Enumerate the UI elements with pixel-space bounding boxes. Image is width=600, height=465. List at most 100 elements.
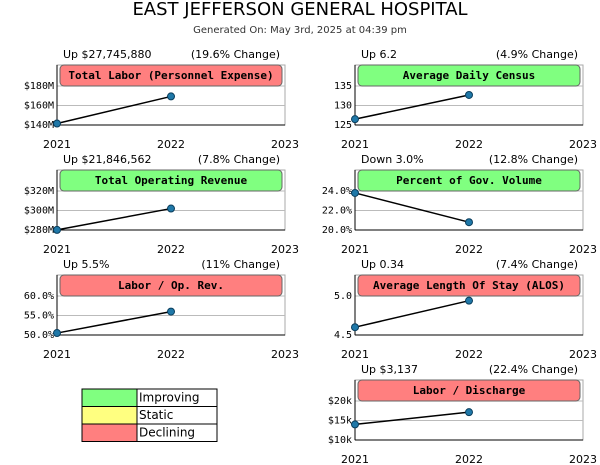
data-line <box>354 94 470 120</box>
chart-title: Percent of Gov. Volume <box>396 174 542 187</box>
change-pct: (4.9% Change) <box>496 48 578 61</box>
data-point <box>167 204 175 213</box>
data-line <box>354 192 470 223</box>
status-title-box <box>59 169 283 192</box>
x-tick-label: 2023 <box>569 348 597 361</box>
x-tick-label: 2021 <box>341 243 369 256</box>
change-pct: (22.4% Change) <box>489 363 578 376</box>
legend-label: Static <box>139 408 173 422</box>
change-label: Up $21,846,562 <box>63 153 152 166</box>
chart-title: Total Labor (Personnel Expense) <box>68 69 273 82</box>
x-tick-label: 2021 <box>43 348 71 361</box>
legend-label: Declining <box>139 426 195 440</box>
change-pct: (7.8% Change) <box>198 153 280 166</box>
x-tick-label: 2023 <box>271 243 299 256</box>
y-tick-label: $15k <box>328 416 352 427</box>
y-tick-label: $10k <box>328 435 352 446</box>
y-tick-label: $140M <box>24 120 54 131</box>
chart-title: Labor / Op. Rev. <box>118 279 224 292</box>
x-tick-label: 2023 <box>569 243 597 256</box>
y-tick-label: $180M <box>24 81 54 92</box>
y-tick-label: 24.0% <box>322 186 352 197</box>
data-line <box>56 310 172 334</box>
x-tick-label: 2022 <box>157 243 185 256</box>
data-point <box>465 296 473 305</box>
data-line <box>56 95 172 125</box>
data-line <box>56 207 172 231</box>
x-tick-label: 2022 <box>157 348 185 361</box>
page-title: EAST JEFFERSON GENERAL HOSPITAL <box>132 0 467 20</box>
status-title-box <box>357 379 581 402</box>
page-subtitle: Generated On: May 3rd, 2025 at 04:39 pm <box>193 25 407 36</box>
data-point <box>351 323 359 332</box>
data-point <box>167 307 175 316</box>
x-tick-label: 2022 <box>455 243 483 256</box>
legend-swatch <box>81 423 138 442</box>
data-line <box>354 299 470 328</box>
chart-title: Average Length Of Stay (ALOS) <box>373 279 565 292</box>
data-point <box>351 115 359 124</box>
data-point <box>465 408 473 417</box>
x-tick-label: 2022 <box>455 453 483 465</box>
chart-title: Labor / Discharge <box>413 384 526 397</box>
x-tick-label: 2023 <box>271 348 299 361</box>
change-label: Up 0.34 <box>361 258 404 271</box>
x-tick-label: 2022 <box>157 138 185 151</box>
data-point <box>53 119 61 128</box>
y-tick-label: $160M <box>24 101 54 112</box>
status-title-box <box>357 64 581 87</box>
change-label: Down 3.0% <box>361 153 424 166</box>
change-label: Up 6.2 <box>361 48 397 61</box>
change-pct: (7.4% Change) <box>496 258 578 271</box>
y-tick-label: 50.0% <box>24 330 54 341</box>
y-tick-label: $320M <box>24 186 54 197</box>
y-tick-label: 4.5 <box>334 330 352 341</box>
chart-title: Average Daily Census <box>403 69 535 82</box>
x-tick-label: 2021 <box>341 453 369 465</box>
change-pct: (11% Change) <box>201 258 280 271</box>
y-tick-label: 55.0% <box>24 311 54 322</box>
x-tick-label: 2023 <box>271 138 299 151</box>
x-tick-label: 2022 <box>455 348 483 361</box>
data-point <box>53 225 61 234</box>
y-tick-label: 130 <box>334 101 352 112</box>
x-tick-label: 2021 <box>43 138 71 151</box>
y-tick-label: $20k <box>328 396 352 407</box>
y-tick-label: 5.0 <box>334 291 352 302</box>
y-tick-label: 20.0% <box>322 225 352 236</box>
change-label: Up $3,137 <box>361 363 418 376</box>
data-line <box>354 411 470 426</box>
x-tick-label: 2021 <box>43 243 71 256</box>
data-point <box>167 92 175 101</box>
data-point <box>53 329 61 338</box>
y-tick-label: $300M <box>24 206 54 217</box>
legend-swatch <box>81 388 138 407</box>
legend-label: Improving <box>139 391 200 405</box>
x-tick-label: 2021 <box>341 138 369 151</box>
y-tick-label: $280M <box>24 225 54 236</box>
change-pct: (19.6% Change) <box>191 48 280 61</box>
y-tick-label: 22.0% <box>322 206 352 217</box>
x-tick-label: 2021 <box>341 348 369 361</box>
status-title-box <box>357 169 581 192</box>
x-tick-label: 2022 <box>455 138 483 151</box>
legend-swatch <box>81 406 138 425</box>
change-label: Up 5.5% <box>63 258 109 271</box>
change-label: Up $27,745,880 <box>63 48 152 61</box>
chart-title: Total Operating Revenue <box>95 174 248 187</box>
status-title-box <box>59 64 283 87</box>
y-tick-label: 125 <box>334 120 352 131</box>
legend-cell <box>136 423 218 442</box>
change-pct: (12.8% Change) <box>489 153 578 166</box>
y-tick-label: 60.0% <box>24 291 54 302</box>
status-title-box <box>357 274 581 297</box>
data-point <box>351 188 359 197</box>
y-tick-label: 135 <box>334 81 352 92</box>
x-tick-label: 2023 <box>569 138 597 151</box>
data-point <box>351 420 359 429</box>
data-point <box>465 90 473 99</box>
data-point <box>465 218 473 227</box>
status-title-box <box>59 274 283 297</box>
x-tick-label: 2023 <box>569 453 597 465</box>
